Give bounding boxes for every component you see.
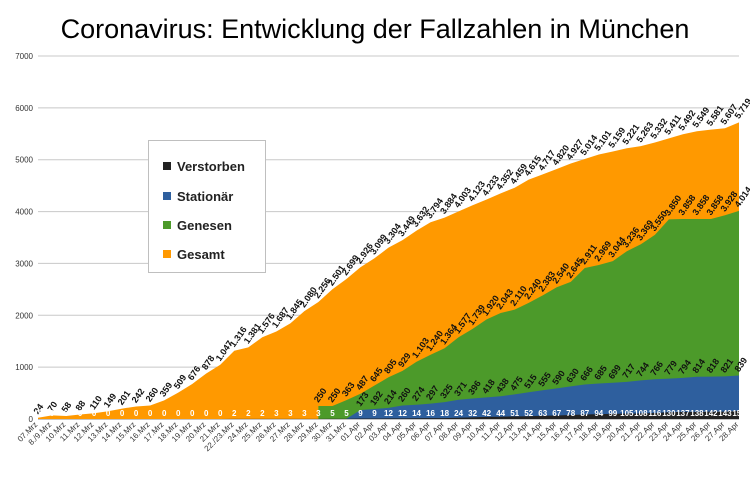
data-label-verstorben-32: 42 xyxy=(482,409,491,418)
data-label-verstorben-11: 0 xyxy=(190,409,195,418)
legend-swatch-verstorben xyxy=(163,162,171,170)
data-label-verstorben-30: 24 xyxy=(454,409,463,418)
data-label-gesamt-7: 242 xyxy=(130,387,147,405)
data-label-verstorben-28: 16 xyxy=(426,409,435,418)
data-label-verstorben-20: 3 xyxy=(316,409,321,418)
data-label-verstorben-15: 2 xyxy=(246,409,251,418)
data-label-verstorben-33: 44 xyxy=(496,409,505,418)
legend-swatch-gesamt xyxy=(163,250,171,258)
y-tick-label-5: 5000 xyxy=(15,156,33,165)
data-label-verstorben-22: 5 xyxy=(344,409,349,418)
area-genesen xyxy=(318,210,739,419)
legend-swatch-stationaer xyxy=(163,192,171,200)
data-label-verstorben-50: 157 xyxy=(732,409,746,418)
y-tick-label-4: 4000 xyxy=(15,208,33,217)
data-label-verstorben-6: 0 xyxy=(120,409,125,418)
chart-legend: Verstorben Stationär Genesen Gesamt xyxy=(148,140,266,273)
data-label-verstorben-21: 5 xyxy=(330,409,335,418)
data-label-verstorben-35: 52 xyxy=(524,409,533,418)
y-tick-label-3: 3000 xyxy=(15,259,33,268)
data-label-verstorben-42: 105 xyxy=(620,409,634,418)
data-label-verstorben-17: 3 xyxy=(274,409,279,418)
data-label-verstorben-34: 51 xyxy=(510,409,519,418)
data-label-verstorben-36: 63 xyxy=(538,409,547,418)
data-label-verstorben-7: 0 xyxy=(134,409,139,418)
data-label-verstorben-16: 2 xyxy=(260,409,265,418)
data-label-verstorben-31: 32 xyxy=(468,409,477,418)
legend-label-gesamt: Gesamt xyxy=(177,246,225,262)
y-tick-label-1: 1000 xyxy=(15,363,33,372)
legend-label-verstorben: Verstorben xyxy=(177,158,245,174)
data-label-verstorben-39: 87 xyxy=(580,409,589,418)
data-label-verstorben-45: 130 xyxy=(662,409,676,418)
data-label-verstorben-46: 137 xyxy=(676,409,690,418)
data-label-verstorben-49: 143 xyxy=(718,409,732,418)
data-label-verstorben-27: 14 xyxy=(412,409,421,418)
area-verstorben xyxy=(38,410,739,419)
data-label-verstorben-29: 18 xyxy=(440,409,449,418)
data-label-verstorben-12: 0 xyxy=(204,409,209,418)
data-label-verstorben-0: 0 xyxy=(36,409,41,418)
data-label-verstorben-24: 9 xyxy=(372,409,377,418)
y-tick-label-6: 6000 xyxy=(15,104,33,113)
data-label-verstorben-9: 0 xyxy=(162,409,167,418)
area-stationaer xyxy=(346,375,739,419)
data-label-verstorben-25: 12 xyxy=(384,409,393,418)
legend-swatch-genesen xyxy=(163,221,171,229)
legend-item-verstorben: Verstorben xyxy=(163,158,245,174)
chart-title: Coronavirus: Entwicklung der Fallzahlen … xyxy=(60,14,690,44)
data-label-verstorben-1: 0 xyxy=(50,409,55,418)
data-label-verstorben-18: 3 xyxy=(288,409,293,418)
data-label-verstorben-41: 99 xyxy=(608,409,617,418)
legend-label-stationaer: Stationär xyxy=(177,188,234,204)
data-label-gesamt-1: 70 xyxy=(45,400,59,414)
y-tick-label-0: 0 xyxy=(29,415,34,424)
legend-item-stationaer: Stationär xyxy=(163,188,233,204)
data-label-verstorben-38: 78 xyxy=(566,409,575,418)
data-label-verstorben-26: 12 xyxy=(398,409,407,418)
data-label-gesamt-2: 58 xyxy=(59,400,73,414)
data-label-verstorben-3: 0 xyxy=(78,409,83,418)
data-label-verstorben-40: 94 xyxy=(594,409,603,418)
data-label-gesamt-0: 24 xyxy=(31,402,45,416)
legend-item-gesamt: Gesamt xyxy=(163,246,225,262)
data-label-verstorben-2: 0 xyxy=(64,409,69,418)
data-label-verstorben-23: 9 xyxy=(358,409,363,418)
data-label-verstorben-14: 2 xyxy=(232,409,237,418)
data-label-verstorben-48: 142 xyxy=(704,409,718,418)
data-label-verstorben-37: 67 xyxy=(552,409,561,418)
data-label-verstorben-43: 108 xyxy=(634,409,648,418)
data-label-verstorben-8: 0 xyxy=(148,409,153,418)
data-label-gesamt-3: 88 xyxy=(74,399,88,413)
data-label-gesamt-8: 260 xyxy=(144,386,161,404)
data-label-verstorben-5: 0 xyxy=(106,409,111,418)
data-label-verstorben-10: 0 xyxy=(176,409,181,418)
legend-item-genesen: Genesen xyxy=(163,217,232,233)
data-label-verstorben-19: 3 xyxy=(302,409,307,418)
data-label-verstorben-13: 0 xyxy=(218,409,223,418)
data-label-verstorben-4: 0 xyxy=(92,409,97,418)
y-tick-label-7: 7000 xyxy=(15,52,33,61)
y-tick-label-2: 2000 xyxy=(15,311,33,320)
legend-label-genesen: Genesen xyxy=(177,217,232,233)
data-label-verstorben-44: 116 xyxy=(648,409,661,418)
data-label-verstorben-47: 138 xyxy=(690,409,704,418)
